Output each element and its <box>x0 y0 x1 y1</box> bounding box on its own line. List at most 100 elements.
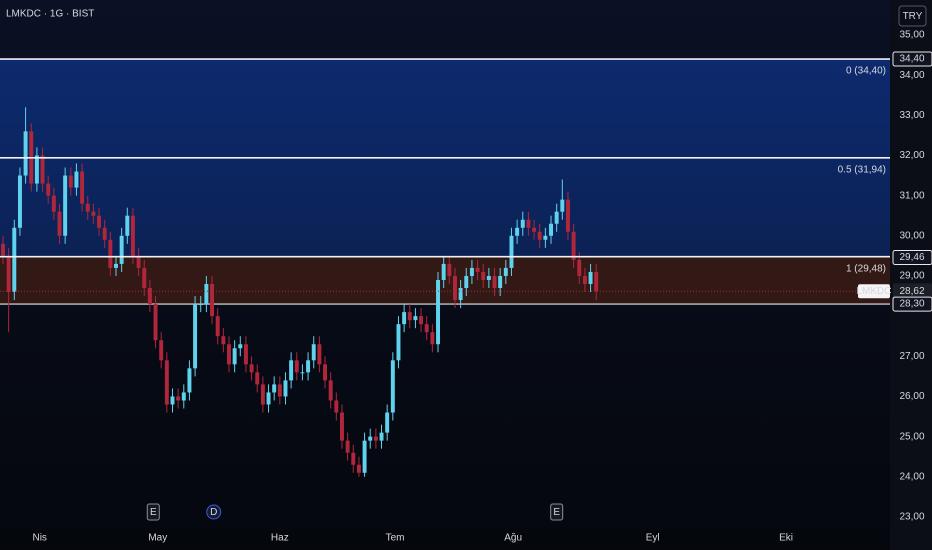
candle-body <box>419 316 424 325</box>
candle-body <box>469 267 474 276</box>
x-tick-label: Tem <box>386 533 405 544</box>
candle-body <box>532 227 537 232</box>
price-badge-label: 29,46 <box>899 252 924 263</box>
candle-body <box>577 259 582 276</box>
x-tick-label: Nis <box>32 533 46 544</box>
event-marker <box>206 504 222 520</box>
candle-body <box>289 360 294 381</box>
candle-body <box>373 436 378 441</box>
candle-body <box>515 227 520 236</box>
candle-body <box>379 432 384 441</box>
candle-body <box>300 372 305 374</box>
event-label[interactable]: E <box>553 507 560 518</box>
candle-body <box>436 279 440 345</box>
candle-body <box>526 219 531 228</box>
candle-body <box>294 360 299 373</box>
candle-body <box>458 288 463 301</box>
candle-body <box>306 360 311 373</box>
fib-label: 0.5 (31,94) <box>838 165 886 176</box>
candle-body <box>554 211 559 224</box>
candle-body <box>198 304 203 306</box>
candle-body <box>486 275 491 280</box>
candle-body <box>176 396 181 401</box>
candle-body <box>63 175 68 236</box>
candle-body <box>243 344 248 365</box>
candle-body <box>492 275 497 289</box>
y-tick-label: 34,00 <box>899 70 924 81</box>
candle-body <box>277 384 282 397</box>
candle-body <box>204 283 209 305</box>
candle-body <box>385 412 390 433</box>
candle-body <box>582 275 587 284</box>
candle-body <box>452 275 457 301</box>
event-marker <box>146 503 160 521</box>
y-tick-label: 27,00 <box>899 351 924 362</box>
y-tick-label: 35,00 <box>899 30 924 41</box>
candle-body <box>340 412 344 441</box>
candle-body <box>6 255 11 293</box>
candle-body <box>159 340 164 361</box>
candle-body <box>17 175 22 228</box>
candle-body <box>464 275 469 289</box>
candle-body <box>362 440 367 473</box>
candle-body <box>498 275 503 289</box>
candle-body <box>147 288 152 305</box>
candle-body <box>40 155 45 184</box>
candle-body <box>142 267 147 289</box>
candle-body <box>328 380 333 401</box>
event-marker <box>550 503 564 521</box>
y-tick-label: 30,00 <box>899 230 924 241</box>
candle-body <box>481 271 486 280</box>
plot-area <box>0 58 890 477</box>
candle-body <box>153 304 158 341</box>
price-badge-label: 28,30 <box>899 299 924 310</box>
x-tick-label: Eyl <box>646 533 660 544</box>
candle-body <box>97 215 102 228</box>
candle-body <box>323 364 328 381</box>
candle-body <box>108 239 113 268</box>
event-label[interactable]: E <box>150 507 157 518</box>
candle-body <box>441 263 446 280</box>
candle-body <box>85 203 90 212</box>
price-badge <box>892 296 932 312</box>
candle-body <box>402 312 407 325</box>
price-axis <box>890 0 932 550</box>
currency-box[interactable] <box>898 5 927 27</box>
candle-body <box>520 219 525 228</box>
y-tick-label: 23,00 <box>899 512 924 523</box>
candle-body <box>227 344 231 365</box>
currency[interactable]: TRY <box>903 11 923 22</box>
candle-body <box>102 227 107 240</box>
candle-body <box>594 271 599 292</box>
event-label[interactable]: D <box>210 507 217 518</box>
candle-body <box>34 155 39 184</box>
candle-body <box>351 452 356 465</box>
candle-body <box>232 348 237 365</box>
candle-body <box>1 243 5 256</box>
candle-body <box>12 227 17 293</box>
candle-body <box>560 199 565 212</box>
candle-body <box>255 372 260 385</box>
symbol-label: LMKDC <box>856 286 891 297</box>
x-tick-label: Haz <box>271 533 289 544</box>
candle-body <box>80 171 85 204</box>
y-tick-label: 33,00 <box>899 110 924 121</box>
candle-body <box>345 440 350 453</box>
candle-body <box>509 235 514 268</box>
candle-body <box>46 183 51 196</box>
price-badge-label: 34,40 <box>899 54 924 65</box>
candle-body <box>57 211 62 236</box>
overlay: Nis May Haz Tem Ağu Eyl Eki 23,00 24,00 25,00 26,0… <box>32 30 932 544</box>
candle-body <box>260 384 265 405</box>
candle-body <box>390 360 395 413</box>
candle-body <box>317 344 322 365</box>
candle-body <box>210 283 215 317</box>
candle-body <box>588 271 593 284</box>
candle-body <box>51 195 56 212</box>
candle-body <box>413 316 418 321</box>
candle-body <box>170 396 175 405</box>
candle-body <box>396 324 401 361</box>
candle-body <box>503 267 508 276</box>
